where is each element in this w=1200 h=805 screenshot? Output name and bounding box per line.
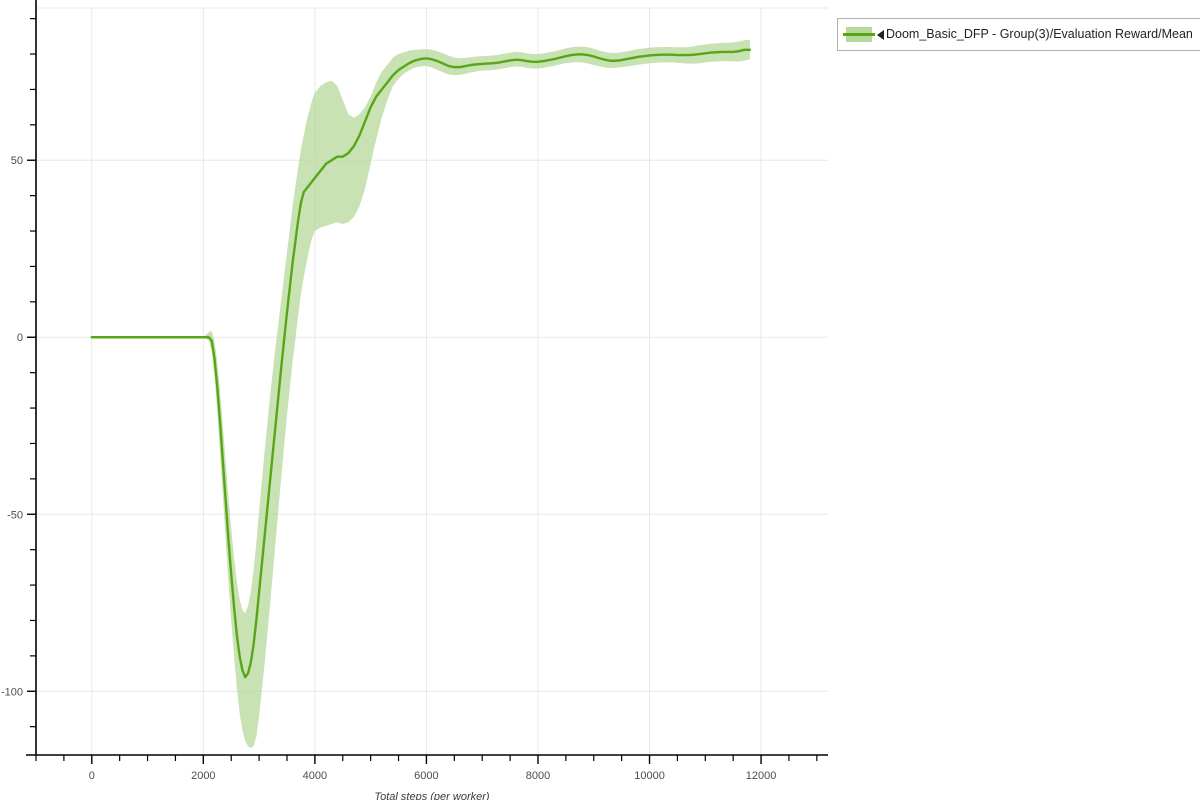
x-axis-tick-label: 12000 [746,770,777,782]
x-axis-tick-label: 2000 [191,770,215,782]
y-axis-ticks: 50 0 -50 -100 [1,18,36,728]
legend-line-swatch [843,33,875,36]
left-triangle-icon [877,29,884,40]
x-axis-title: Total steps (per worker) [374,791,489,800]
x-axis-tick-label: 10000 [634,770,665,782]
x-axis-tick-label: 8000 [526,770,550,782]
y-axis-tick-label: -100 [1,686,23,698]
series-mean-line [90,48,752,679]
axis-spines [26,0,828,756]
x-axis-ticks: 0 2000 4000 6000 8000 10000 12000 [35,755,818,782]
x-axis-tick-label: 0 [89,770,95,782]
x-axis-tick-label: 6000 [414,770,438,782]
legend-entry[interactable]: Doom_Basic_DFP - Group(3)/Evaluation Rew… [843,27,1193,42]
x-axis-tick-label: 4000 [303,770,327,782]
y-axis-tick-label: -50 [7,509,23,521]
series-group [90,39,752,748]
series-confidence-band [91,39,750,748]
legend-entry-label: Doom_Basic_DFP - Group(3)/Evaluation Rew… [886,27,1193,42]
y-axis-tick-label: 0 [17,332,23,344]
y-axis-tick-label: 50 [11,155,23,167]
chart-legend[interactable]: Doom_Basic_DFP - Group(3)/Evaluation Rew… [837,18,1200,51]
legend-color-swatch [843,27,875,42]
grid-lines [36,7,828,755]
